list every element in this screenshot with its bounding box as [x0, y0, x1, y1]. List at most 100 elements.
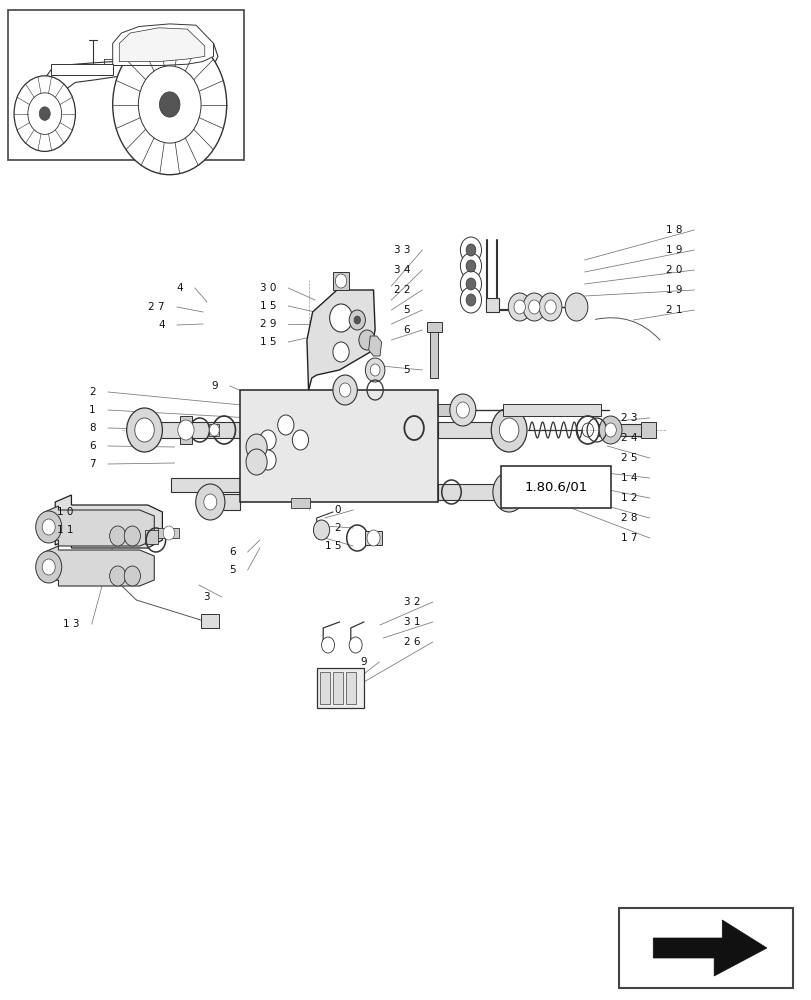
Text: 1 0: 1 0	[57, 507, 73, 517]
Text: 1 4: 1 4	[620, 473, 637, 483]
Text: 3: 3	[203, 592, 209, 602]
Bar	[320, 672, 329, 704]
Circle shape	[109, 566, 126, 586]
Circle shape	[456, 402, 469, 418]
Text: 2 0: 2 0	[665, 265, 681, 275]
Circle shape	[333, 375, 357, 405]
Circle shape	[460, 271, 481, 297]
Text: 1 5: 1 5	[324, 541, 341, 551]
Text: 4: 4	[176, 283, 182, 293]
Circle shape	[42, 519, 55, 535]
Circle shape	[513, 300, 525, 314]
Circle shape	[113, 34, 226, 175]
Text: 5: 5	[229, 565, 235, 575]
Circle shape	[544, 300, 556, 314]
Bar	[365, 531, 381, 545]
Bar	[290, 498, 310, 508]
Circle shape	[313, 520, 329, 540]
Bar	[618, 908, 792, 988]
Polygon shape	[142, 422, 240, 438]
Circle shape	[329, 304, 352, 332]
Bar	[209, 424, 219, 436]
Text: 1 5: 1 5	[260, 337, 276, 347]
Circle shape	[124, 566, 140, 586]
Circle shape	[246, 449, 267, 475]
Text: 7: 7	[89, 459, 96, 469]
Circle shape	[277, 415, 294, 435]
Text: 6: 6	[403, 325, 410, 335]
Bar	[8, 10, 243, 160]
Circle shape	[460, 287, 481, 313]
Circle shape	[124, 526, 140, 546]
Text: 3 4: 3 4	[393, 265, 410, 275]
Circle shape	[42, 559, 55, 575]
Text: 9: 9	[211, 381, 217, 391]
Bar	[427, 322, 441, 332]
Circle shape	[138, 66, 201, 143]
Polygon shape	[208, 494, 240, 510]
Circle shape	[333, 342, 349, 362]
Circle shape	[36, 511, 62, 543]
Circle shape	[365, 358, 384, 382]
Bar	[485, 298, 498, 312]
Circle shape	[500, 482, 517, 502]
Circle shape	[528, 300, 539, 314]
Polygon shape	[307, 290, 375, 390]
Circle shape	[321, 637, 334, 653]
Circle shape	[159, 92, 180, 117]
Circle shape	[204, 494, 217, 510]
Circle shape	[466, 278, 475, 290]
Bar	[333, 672, 342, 704]
Circle shape	[491, 408, 526, 452]
Polygon shape	[368, 336, 381, 356]
Text: 2 4: 2 4	[620, 433, 637, 443]
Bar	[316, 668, 363, 708]
Circle shape	[354, 316, 360, 324]
Bar	[345, 672, 355, 704]
Circle shape	[349, 637, 362, 653]
Circle shape	[599, 416, 621, 444]
Text: 1 2: 1 2	[620, 493, 637, 503]
Text: 2 8: 2 8	[620, 513, 637, 523]
Circle shape	[349, 310, 365, 330]
Polygon shape	[170, 478, 240, 492]
Polygon shape	[45, 546, 154, 586]
Circle shape	[178, 420, 194, 440]
Text: 1.80.6/01: 1.80.6/01	[524, 481, 587, 493]
Bar	[180, 416, 191, 444]
Polygon shape	[55, 495, 162, 548]
Text: 6: 6	[229, 547, 235, 557]
Text: 3 2: 3 2	[404, 597, 420, 607]
Text: 1 1: 1 1	[57, 525, 73, 535]
Circle shape	[209, 424, 219, 436]
Text: 2 1: 2 1	[665, 305, 681, 315]
Text: 5: 5	[403, 305, 410, 315]
Bar	[333, 272, 349, 290]
Circle shape	[339, 383, 350, 397]
Circle shape	[370, 364, 380, 376]
Bar	[438, 404, 453, 416]
Circle shape	[127, 408, 162, 452]
Text: 2 2: 2 2	[393, 285, 410, 295]
Bar	[641, 422, 655, 438]
Circle shape	[246, 434, 267, 460]
Text: 3 1: 3 1	[404, 617, 420, 627]
Text: 2 3: 2 3	[620, 413, 637, 423]
Circle shape	[260, 430, 276, 450]
Text: 8: 8	[89, 423, 96, 433]
Circle shape	[260, 450, 276, 470]
Circle shape	[135, 418, 154, 442]
Text: 2: 2	[89, 387, 96, 397]
Text: 1 9: 1 9	[665, 245, 681, 255]
Circle shape	[195, 484, 225, 520]
FancyBboxPatch shape	[500, 466, 611, 508]
Circle shape	[449, 394, 475, 426]
Circle shape	[492, 472, 525, 512]
Text: 1 3: 1 3	[63, 619, 79, 629]
Circle shape	[39, 107, 50, 120]
Polygon shape	[45, 506, 154, 546]
Bar	[599, 424, 647, 436]
Text: 5: 5	[403, 365, 410, 375]
Polygon shape	[119, 28, 204, 62]
Circle shape	[466, 294, 475, 306]
